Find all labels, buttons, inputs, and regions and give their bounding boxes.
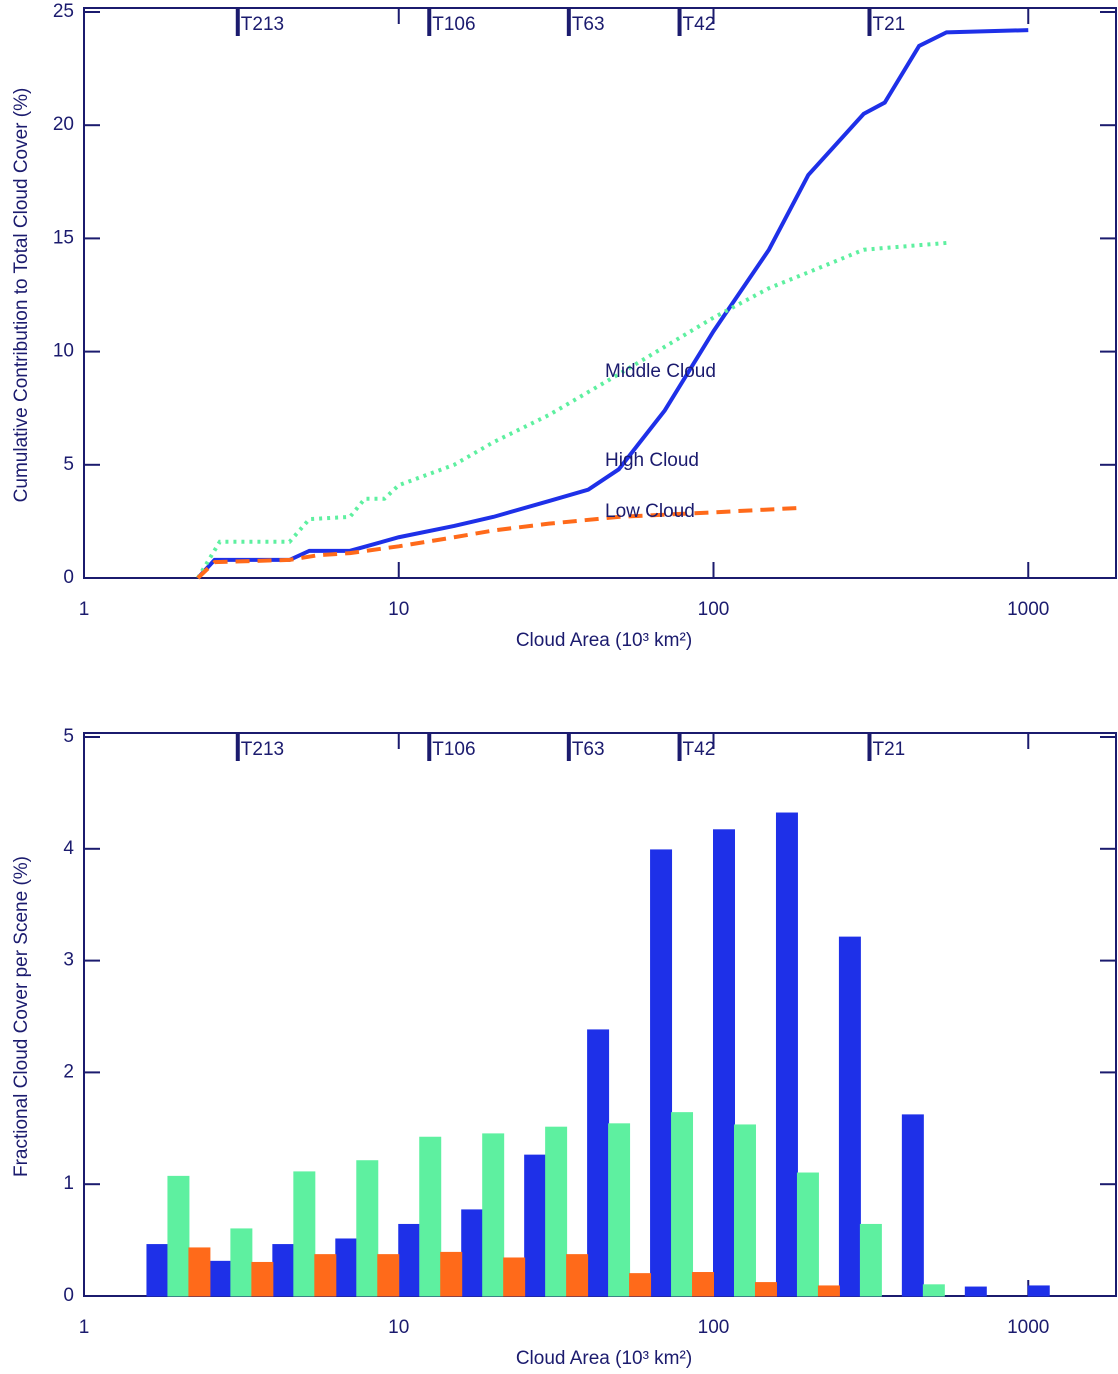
y-tick-label: 5 (63, 454, 74, 475)
bar (629, 1273, 652, 1297)
y-tick-label: 1 (63, 1173, 74, 1194)
bar (503, 1257, 526, 1297)
x-tick-label: 100 (698, 599, 730, 620)
bar (419, 1136, 442, 1297)
series-label: Low Cloud (605, 501, 695, 522)
resolution-label: T63 (572, 14, 605, 35)
bar (713, 829, 735, 1297)
y-tick-label: 10 (53, 341, 74, 362)
bar (524, 1154, 547, 1297)
y-axis-label: Cumulative Contribution to Total Cloud C… (11, 88, 32, 503)
bar (964, 1286, 987, 1297)
bar (775, 812, 798, 1297)
resolution-label: T106 (432, 14, 475, 35)
y-tick-label: 15 (53, 227, 74, 248)
bar (901, 1114, 924, 1297)
bar (335, 1238, 358, 1297)
bar (1027, 1285, 1050, 1297)
series-line (196, 28, 1029, 580)
bar (754, 1282, 777, 1297)
bar (188, 1247, 211, 1297)
bar (608, 1123, 631, 1297)
bar (796, 1172, 819, 1297)
series-label: High Cloud (605, 450, 699, 471)
resolution-label: T63 (572, 739, 605, 760)
bar (209, 1260, 232, 1297)
x-axis-label: Cloud Area (10³ km²) (516, 630, 692, 651)
series-line (196, 240, 947, 580)
bar (293, 1171, 316, 1297)
bar (671, 1112, 694, 1297)
x-tick-label: 1000 (1007, 599, 1049, 620)
bar (356, 1160, 379, 1297)
bar (859, 1223, 882, 1297)
bar (167, 1175, 190, 1297)
series-label: Middle Cloud (605, 361, 716, 382)
bar (146, 1244, 169, 1297)
bar (272, 1244, 295, 1297)
x-tick-label: 1000 (1007, 1317, 1049, 1338)
bar (440, 1251, 463, 1297)
y-tick-label: 0 (63, 1285, 74, 1306)
resolution-label: T21 (872, 14, 905, 35)
plot-frame (83, 7, 1117, 579)
bar (251, 1261, 274, 1297)
y-tick-label: 20 (53, 114, 74, 135)
bar (398, 1223, 421, 1297)
resolution-label: T42 (683, 739, 716, 760)
y-tick-label: 25 (53, 1, 74, 22)
bar (817, 1285, 840, 1297)
bar (482, 1133, 505, 1297)
resolution-label: T213 (241, 739, 284, 760)
bar (733, 1124, 756, 1297)
bar (692, 1272, 715, 1297)
resolution-label: T106 (432, 739, 475, 760)
y-tick-label: 0 (63, 567, 74, 588)
resolution-label: T213 (241, 14, 284, 35)
series-line (196, 505, 802, 580)
x-tick-label: 1 (79, 599, 90, 620)
bar (587, 1029, 610, 1297)
y-axis-label: Fractional Cloud Cover per Scene (%) (11, 856, 32, 1177)
bar (461, 1209, 484, 1297)
y-tick-label: 5 (63, 726, 74, 747)
bar (314, 1254, 337, 1297)
bar (377, 1254, 400, 1297)
x-tick-label: 100 (698, 1317, 730, 1338)
y-tick-label: 2 (63, 1061, 74, 1082)
bar (230, 1228, 253, 1297)
bar (566, 1254, 589, 1297)
y-tick-label: 3 (63, 950, 74, 971)
bar (922, 1284, 945, 1297)
x-tick-label: 10 (388, 1317, 409, 1338)
x-tick-label: 1 (79, 1317, 90, 1338)
bar (838, 936, 861, 1297)
y-tick-label: 4 (63, 838, 74, 859)
resolution-label: T42 (683, 14, 716, 35)
bar (545, 1126, 568, 1297)
x-tick-label: 10 (388, 599, 409, 620)
resolution-label: T21 (872, 739, 905, 760)
x-axis-label: Cloud Area (10³ km²) (516, 1348, 692, 1369)
bar (650, 849, 673, 1297)
